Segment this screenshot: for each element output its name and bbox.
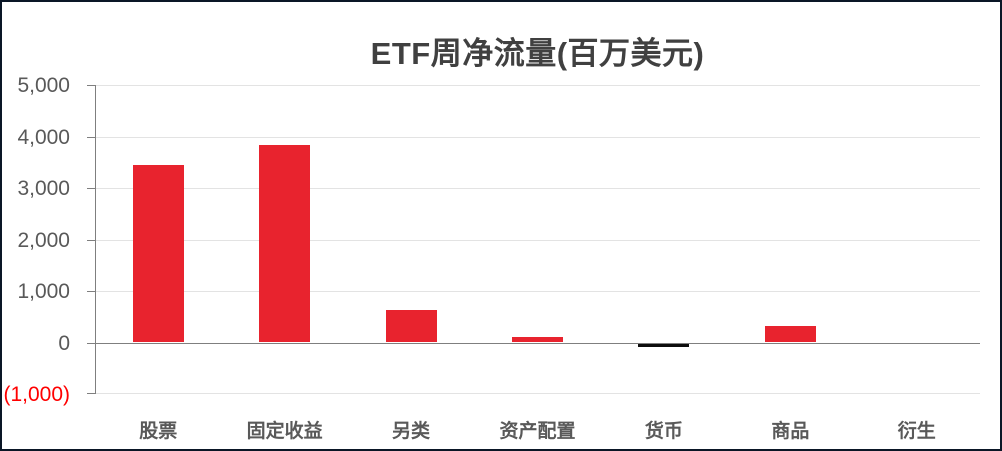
y-axis-label: 3,000 [17,177,70,200]
x-axis-label: 商品 [771,421,810,442]
y-axis-label: 1,000 [17,280,70,303]
gridline [96,136,980,138]
x-axis-label: 衍生 [897,421,936,442]
y-axis-label: 5,000 [17,74,70,97]
y-axis-label: (1,000) [3,383,70,406]
bar-货币 [638,344,690,347]
bar-资产配置 [512,337,563,343]
y-axis-tick [87,342,95,344]
gridline [96,291,980,292]
y-axis-tick [87,85,95,86]
bar-另类 [385,309,437,343]
x-axis-label: 股票 [139,421,178,442]
x-axis-labels: 股票 固定收益 另类 资产配置 货币 商品 衍生 [95,416,980,443]
y-axis-tick [87,188,95,189]
y-axis-tick [87,291,95,292]
gridline [96,393,980,394]
bar-商品 [764,325,816,343]
y-axis-label: 2,000 [17,228,70,252]
y-axis-line [95,85,96,394]
x-axis-label: 货币 [644,421,683,442]
plot-area [87,85,980,394]
x-axis-label: 固定收益 [246,421,323,442]
chart-title: ETF周净流量(百万美元) [370,36,705,71]
y-axis-label: 0 [58,331,70,355]
y-axis-tick [87,136,95,138]
gridline [96,239,980,241]
x-axis-zero-line [96,342,980,344]
y-axis-label: 4,000 [17,125,70,149]
gridline [96,85,980,86]
y-axis-tick [87,393,95,394]
x-axis-label: 资产配置 [499,421,576,442]
bar-固定收益 [259,144,311,343]
x-axis-label: 另类 [392,421,431,442]
bar-股票 [132,164,184,343]
y-axis-tick [87,239,95,241]
y-axis-labels: 5,000 4,000 3,000 2,000 1,000 0 (1,000) [2,74,74,406]
gridline [96,188,980,189]
